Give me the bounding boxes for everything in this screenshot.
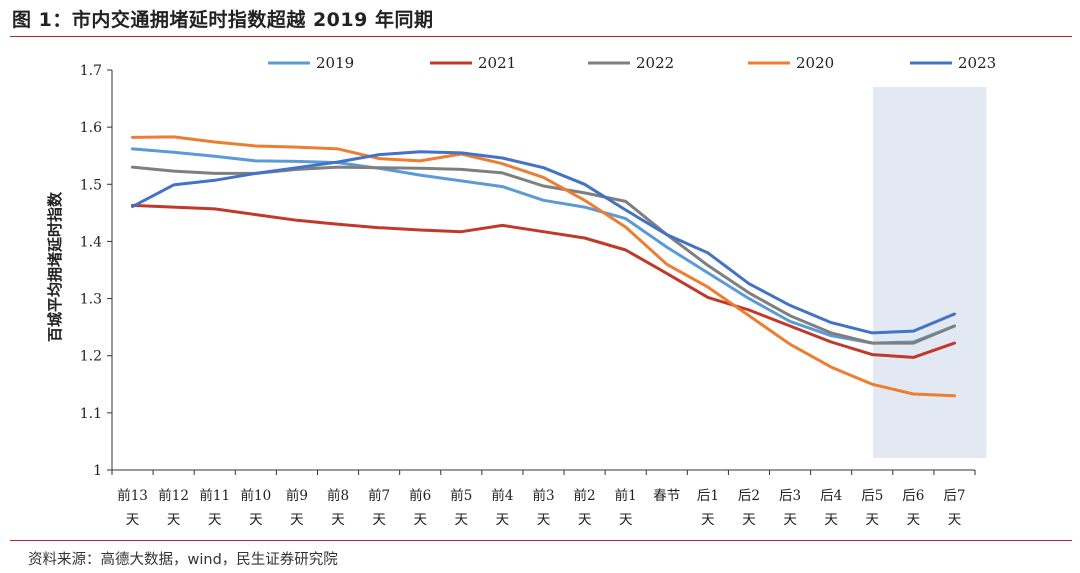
x-tick-label: 春节: [653, 488, 680, 504]
x-tick-label: 前9: [286, 487, 308, 504]
x-tick-label: 前13: [117, 487, 148, 504]
source-rule: [10, 540, 1072, 541]
x-tick-label: 后5: [861, 488, 883, 504]
x-tick-label-line2: 天: [578, 512, 592, 528]
x-tick-label: 后7: [943, 488, 965, 504]
legend-label-2021: 2021: [478, 54, 516, 72]
x-tick-label-line2: 天: [824, 512, 838, 528]
x-tick-label: 前1: [615, 487, 637, 504]
series-line-2019: [131, 147, 956, 345]
x-tick-label: 前10: [240, 487, 271, 504]
legend-label-2020: 2020: [796, 54, 834, 72]
x-tick-label: 前6: [409, 487, 431, 504]
y-tick-label: 1: [93, 463, 102, 479]
legend-label-2023: 2023: [958, 54, 996, 72]
y-tick-label: 1.3: [80, 292, 102, 308]
y-axis-label: 百城平均拥堵延时指数: [46, 191, 64, 342]
x-tick-label-line2: 天: [413, 512, 427, 528]
y-tick-labels: 1 1.1 1.2 1.3 1.4 1.5 1.6 1.7: [80, 63, 102, 479]
x-tick-label: 前4: [491, 487, 513, 504]
legend-label-2022: 2022: [636, 54, 674, 72]
x-tick-label-line2: 天: [208, 512, 222, 528]
highlight-rect: [873, 87, 987, 458]
y-tick-label: 1.5: [80, 177, 102, 193]
x-tick-label-line2: 天: [126, 512, 140, 528]
x-tick-labels: 前13 天 前12 天 前11 天 前10 天 前9 天 前8 天 前7 天 前6 天 前5 天 前4 天 前3 天 前2 天…: [117, 487, 965, 528]
highlight-band: [873, 87, 987, 458]
x-tick-label: 后2: [738, 488, 760, 504]
x-tick-label-line2: 天: [290, 512, 304, 528]
x-tick-label-line2: 天: [907, 512, 921, 528]
y-tick-label: 1.2: [80, 349, 102, 365]
x-tick-label-line2: 天: [742, 512, 756, 528]
x-tick-label-line2: 天: [783, 512, 797, 528]
x-tick-label: 前11: [199, 487, 230, 504]
x-tick-label-line2: 天: [249, 512, 263, 528]
axes: [107, 69, 976, 475]
x-tick-label: 后4: [820, 488, 842, 504]
title-rule: [10, 36, 1072, 37]
legend-label-2019: 2019: [316, 54, 354, 72]
x-tick-label-line2: 天: [701, 512, 715, 528]
x-tick-label: 前3: [532, 487, 554, 504]
y-tick-label: 1.1: [80, 406, 102, 422]
x-tick-label-line2: 天: [866, 512, 880, 528]
series-line-2021: [131, 203, 956, 359]
series-line-2022: [131, 165, 956, 345]
series-line-2020: [131, 135, 956, 398]
line-chart: 11.11.21.31.41.51.61.7 前13天前12天前11天前10天前…: [46, 54, 996, 528]
x-tick-label: 后3: [779, 488, 801, 504]
series-lines: [131, 135, 956, 398]
source-note: 资料来源：高德大数据，wind，民生证券研究院: [28, 552, 338, 568]
x-tick-label: 前7: [368, 487, 390, 504]
x-tick-label-line2: 天: [496, 512, 510, 528]
y-tick-label: 1.6: [80, 120, 102, 136]
series-line-2023: [131, 150, 956, 335]
x-tick-label: 前8: [327, 487, 349, 504]
x-tick-label-line2: 天: [537, 512, 551, 528]
x-tick-label-line2: 天: [948, 512, 962, 528]
x-tick-label-line2: 天: [619, 512, 633, 528]
y-tick-label: 1.7: [80, 63, 102, 79]
y-tick-label: 1.4: [80, 234, 102, 250]
figure-title: 图 1：市内交通拥堵延时指数超越 2019 年同期: [12, 9, 434, 31]
x-tick-label: 前5: [450, 487, 472, 504]
x-tick-label: 后1: [697, 488, 719, 504]
x-tick-label-line2: 天: [167, 512, 181, 528]
x-tick-label-line2: 天: [455, 512, 469, 528]
x-tick-label: 后6: [902, 488, 924, 504]
x-tick-label-line2: 天: [331, 512, 345, 528]
x-tick-label-line2: 天: [372, 512, 386, 528]
x-tick-label: 前12: [158, 487, 189, 504]
x-tick-label: 前2: [574, 487, 596, 504]
legend: 2019 2021 2022 2020 2023: [268, 54, 996, 72]
